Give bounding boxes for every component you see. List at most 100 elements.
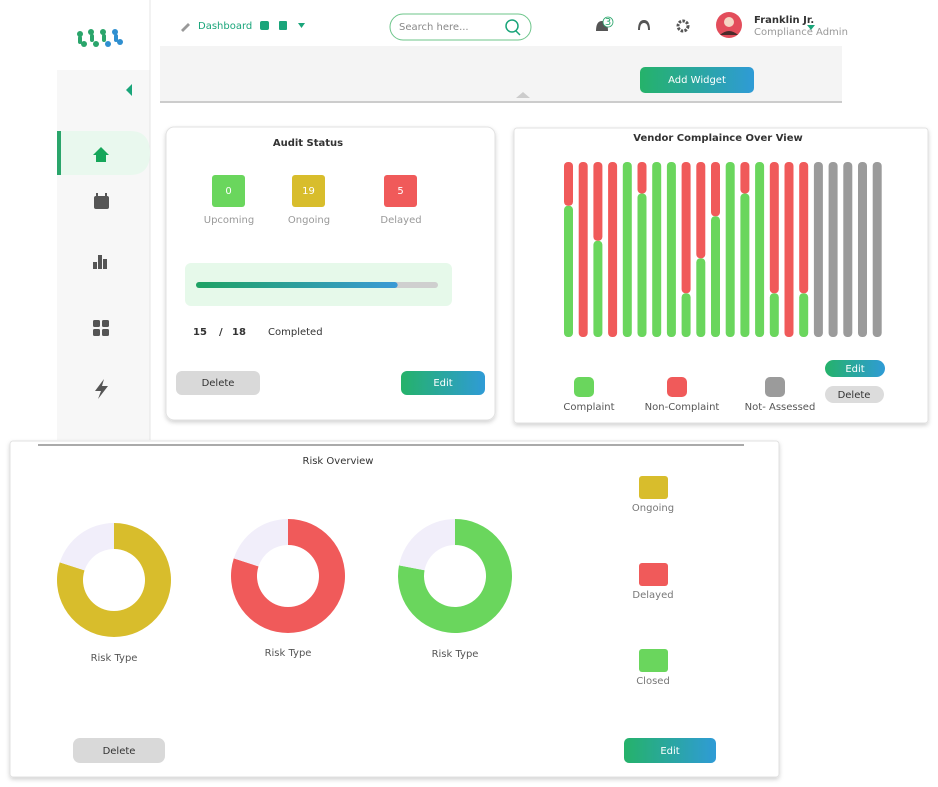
- donut-slice: [397, 519, 512, 633]
- vendor-title: Vendor Complaince Over View: [633, 133, 802, 144]
- donut-label: Risk Type: [91, 653, 138, 664]
- bar-segment: [755, 162, 765, 337]
- bar-segment: [843, 162, 853, 337]
- search-icon[interactable]: [505, 19, 519, 33]
- bar-segment: [564, 162, 573, 206]
- donut-slice: [57, 523, 171, 637]
- bar-segment: [578, 162, 588, 337]
- legend-swatch: [639, 476, 668, 499]
- bar-segment: [593, 162, 603, 241]
- vendor-delete-label: Delete: [838, 390, 871, 401]
- nav-home[interactable]: [93, 147, 109, 162]
- user-name: Franklin Jr.: [754, 15, 814, 26]
- bar-segment: [828, 162, 838, 337]
- legend-swatch: [639, 649, 668, 672]
- search-placeholder: Search here...: [399, 22, 469, 33]
- settings-icon[interactable]: [676, 19, 690, 33]
- legend-swatch: [574, 377, 594, 397]
- nav-reports[interactable]: [93, 255, 107, 269]
- risk-delete-button[interactable]: [73, 738, 165, 763]
- legend-label: Ongoing: [632, 503, 674, 514]
- bar-segment: [608, 162, 618, 337]
- donut-label: Risk Type: [265, 648, 312, 659]
- legend-label: Not- Assessed: [745, 402, 816, 413]
- delete-icon[interactable]: [279, 21, 287, 30]
- vendor-delete-button[interactable]: [825, 386, 884, 403]
- risk-edit-button[interactable]: [624, 738, 716, 763]
- search-box[interactable]: [389, 13, 532, 41]
- add-widget-label: Add Widget: [668, 75, 726, 86]
- stat-box: [384, 175, 417, 207]
- support-icon[interactable]: [638, 20, 650, 30]
- edit-icon[interactable]: [181, 23, 190, 32]
- risk-card: [9, 440, 780, 778]
- sidebar: [57, 70, 150, 440]
- bar-segment: [666, 162, 676, 337]
- legend-label: Closed: [636, 676, 670, 687]
- stat-label: Upcoming: [204, 215, 255, 226]
- bar-segment: [681, 293, 691, 337]
- legend-label: Delayed: [632, 590, 673, 601]
- donut-slice: [399, 519, 455, 571]
- progress-total: 18: [232, 327, 246, 338]
- bar-segment: [637, 193, 647, 337]
- stat-box: [292, 175, 325, 207]
- collapse-toggle[interactable]: [126, 84, 132, 96]
- stat-label: Delayed: [380, 215, 421, 226]
- bar-segment: [784, 162, 794, 337]
- bar-segment: [593, 240, 603, 337]
- bar-segment: [799, 293, 809, 337]
- vendor-card: [513, 127, 929, 424]
- avatar-body: [720, 31, 738, 35]
- risk-title: Risk Overview: [303, 456, 374, 467]
- bar-segment: [696, 258, 706, 337]
- bar-segment: [622, 162, 632, 337]
- search-icon-handle: [515, 30, 521, 36]
- add-widget-button[interactable]: [640, 67, 754, 93]
- bar-segment: [725, 162, 735, 337]
- legend-swatch: [765, 377, 785, 397]
- bar-segment: [858, 162, 867, 337]
- audit-edit-button[interactable]: [401, 371, 485, 395]
- bar-segment: [696, 162, 706, 259]
- bar-segment: [769, 293, 779, 337]
- legend-swatch: [639, 563, 668, 586]
- risk-delete-label: Delete: [103, 746, 136, 757]
- dropdown-icon[interactable]: [298, 23, 305, 28]
- bar-segment: [769, 162, 779, 294]
- nav-active-bar: [57, 131, 61, 175]
- bar-segment: [872, 162, 882, 337]
- bar-segment: [564, 205, 573, 337]
- nav-calendar[interactable]: [94, 193, 109, 209]
- audit-title: Audit Status: [273, 138, 343, 149]
- vendor-edit-label: Edit: [845, 364, 864, 375]
- bar-segment: [799, 162, 809, 294]
- nav-actions[interactable]: [95, 379, 108, 399]
- legend-label: Non-Complaint: [645, 402, 720, 413]
- legend-swatch: [667, 377, 687, 397]
- user-role: Compliance Admin: [754, 27, 848, 38]
- donut-slice: [231, 519, 346, 633]
- audit-delete-button[interactable]: [176, 371, 260, 395]
- avatar-face: [724, 17, 734, 27]
- save-icon[interactable]: [260, 21, 269, 30]
- nav-widgets[interactable]: [93, 320, 109, 336]
- bar-segment: [681, 162, 691, 294]
- toolbar-collapse[interactable]: [516, 92, 530, 98]
- user-menu[interactable]: [807, 25, 815, 30]
- stat-label: Ongoing: [288, 215, 330, 226]
- progress-separator: /: [219, 327, 223, 338]
- donut-slice: [59, 523, 114, 571]
- donut-slice: [233, 519, 288, 567]
- notification-count: 3: [605, 17, 611, 28]
- stat-value: 5: [397, 186, 403, 197]
- bar-segment: [637, 162, 647, 194]
- bar-segment: [711, 162, 720, 217]
- breadcrumb[interactable]: Dashboard: [198, 21, 252, 32]
- logo: [77, 29, 123, 47]
- vendor-edit-button[interactable]: [825, 360, 885, 377]
- progress-label: Completed: [268, 327, 323, 338]
- bar-segment: [711, 216, 720, 337]
